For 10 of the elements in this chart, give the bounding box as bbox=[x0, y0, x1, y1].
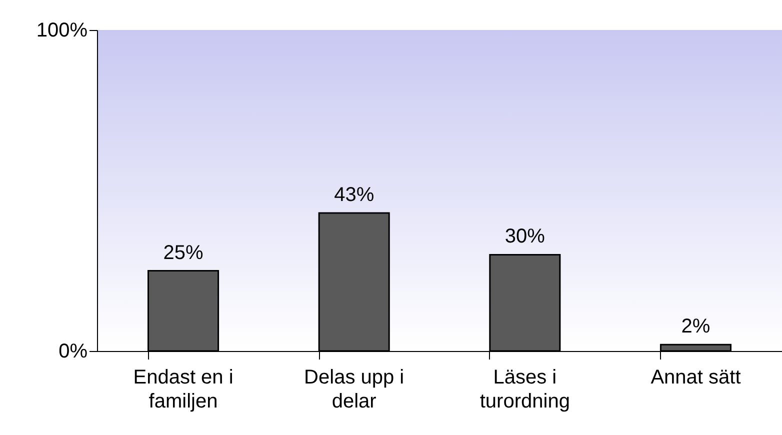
x-tick-label: Endast en i familjen bbox=[133, 366, 234, 412]
y-tick-label: 0% bbox=[58, 340, 88, 362]
x-tick-label: Läses i turordning bbox=[480, 366, 570, 412]
data-label: 25% bbox=[163, 242, 204, 264]
x-tick-label: Annat sätt bbox=[650, 366, 742, 388]
data-label: 2% bbox=[681, 316, 710, 338]
y-tick-label: 100% bbox=[36, 20, 88, 42]
data-label: 30% bbox=[504, 226, 546, 248]
data-label: 43% bbox=[334, 184, 374, 206]
x-tick-label: Delas upp i delar bbox=[304, 366, 404, 412]
